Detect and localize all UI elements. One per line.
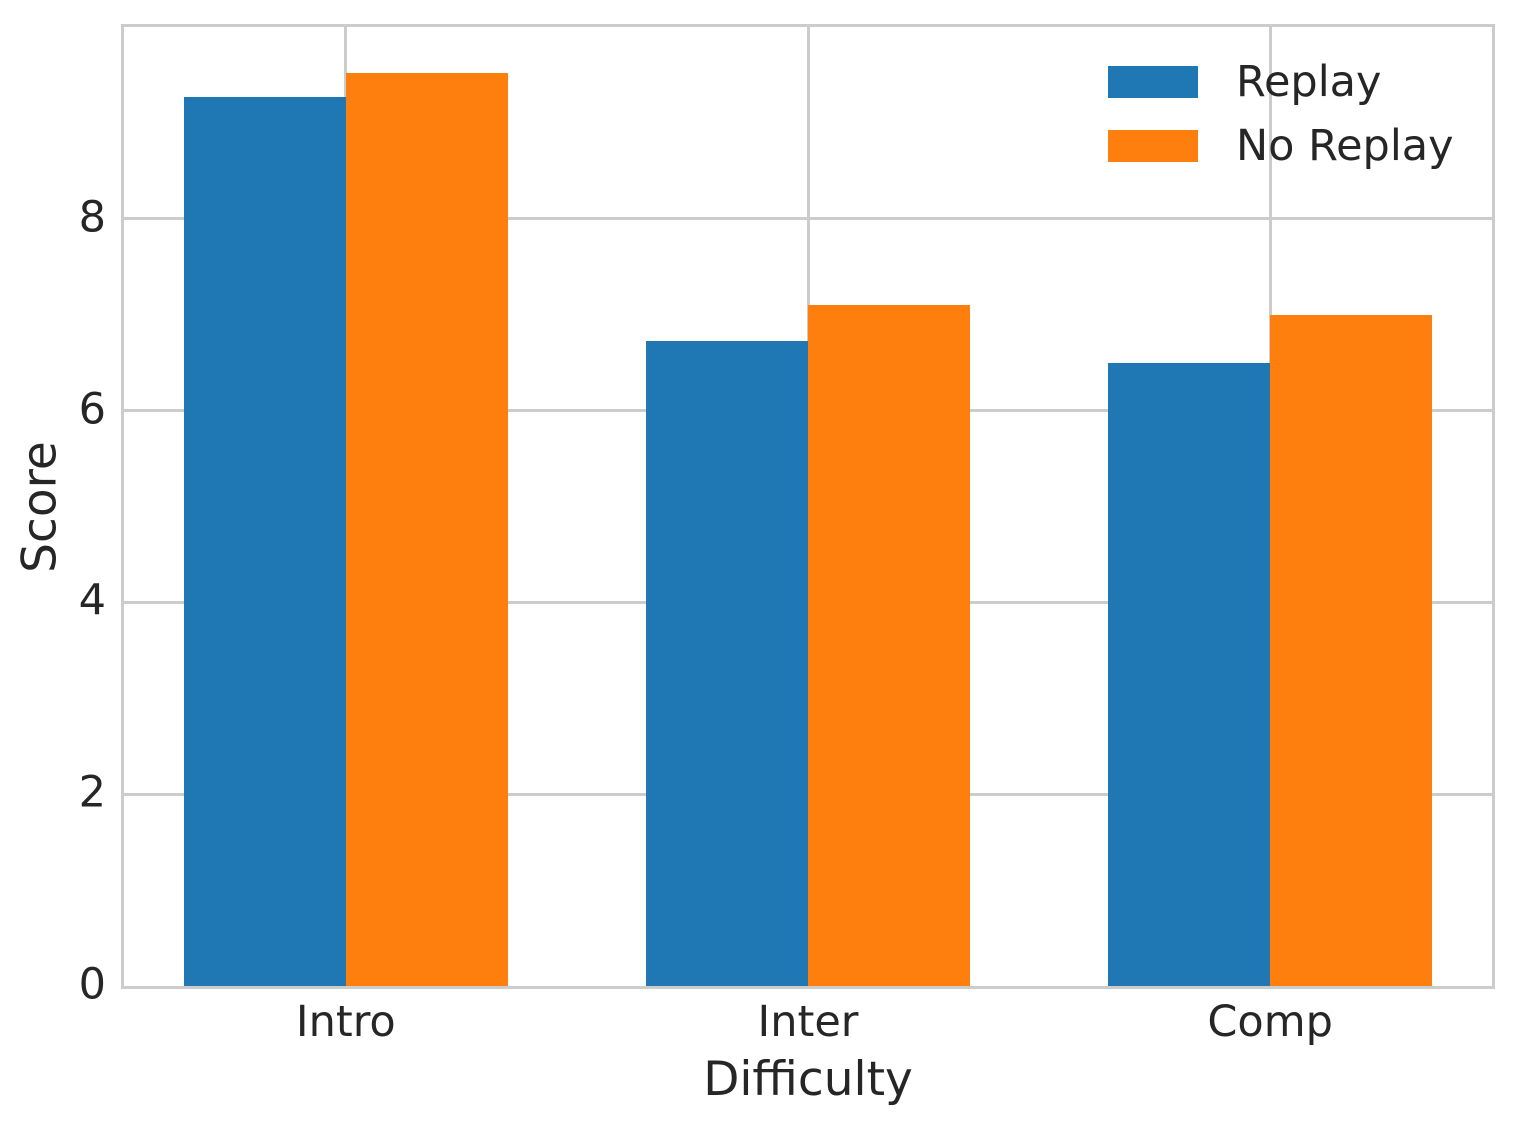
x-axis-label: Difficulty [703,1052,913,1107]
y-tick-label-0: 0 [78,959,106,1010]
legend-label-replay: Replay [1236,56,1382,107]
bar-replay-inter [646,340,808,986]
legend: Replay No Replay [1108,50,1454,178]
x-tick-label-inter: Inter [757,997,859,1047]
legend-swatch-replay [1108,66,1198,98]
y-tick-label-6: 6 [78,384,106,435]
bar-replay-comp [1108,362,1271,986]
legend-item-no-replay: No Replay [1108,114,1454,178]
legend-item-replay: Replay [1108,50,1454,114]
x-tick-label-intro: Intro [295,997,396,1047]
x-tick-label-comp: Comp [1207,997,1333,1047]
bar-no-replay-comp [1270,314,1432,986]
y-axis-label: Score [12,441,68,573]
bar-no-replay-intro [345,73,508,986]
bar-no-replay-inter [808,305,970,986]
y-tick-label-4: 4 [78,576,106,627]
bar-replay-intro [184,97,346,986]
legend-label-no-replay: No Replay [1236,120,1454,171]
legend-swatch-no-replay [1108,130,1198,162]
y-tick-label-2: 2 [78,767,106,818]
plot-area [121,24,1495,989]
y-tick-label-8: 8 [78,192,106,243]
